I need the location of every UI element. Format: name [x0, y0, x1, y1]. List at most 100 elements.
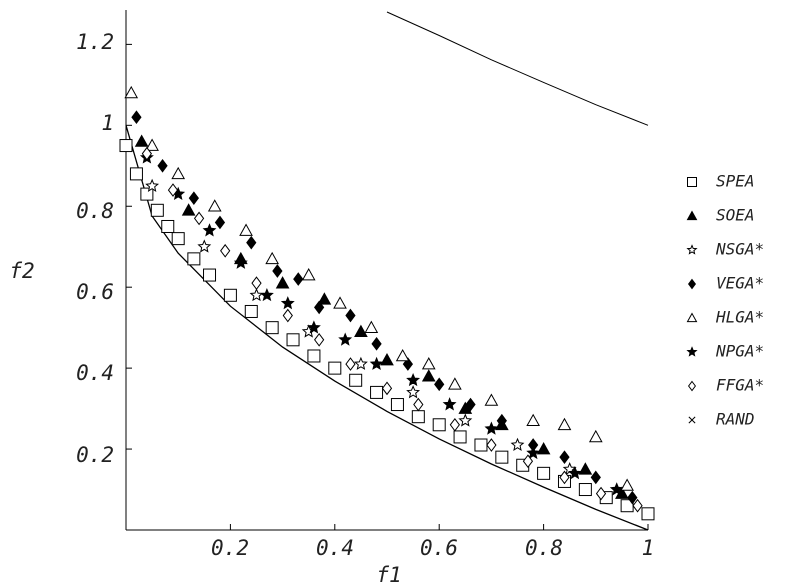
marker-vega	[157, 158, 168, 173]
marker-nsga	[249, 288, 264, 302]
marker-vega	[559, 450, 570, 464]
marker-vega	[345, 308, 356, 323]
marker-spea	[349, 373, 363, 387]
marker-npga	[233, 255, 248, 269]
x-tick-label: 0.6	[420, 536, 458, 560]
marker-hlga	[124, 85, 139, 99]
legend: SPEA SOEA NSGA* VEGA* HLGA* NPGA* FFGA* …	[686, 172, 764, 429]
marker-spea	[495, 450, 509, 464]
marker-spea	[171, 232, 185, 246]
legend-symbol-nsga	[686, 244, 698, 255]
marker-spea	[641, 507, 655, 521]
marker-spea	[150, 203, 164, 217]
marker-hlga	[448, 377, 462, 390]
marker-spea	[411, 410, 425, 424]
marker-ffga	[559, 470, 570, 485]
marker-npga	[280, 296, 295, 310]
marker-spea	[244, 304, 258, 318]
marker-spea	[390, 398, 404, 412]
marker-hlga	[364, 320, 379, 333]
marker-vega	[214, 215, 226, 230]
marker-vega	[293, 272, 304, 286]
marker-ffga	[632, 498, 643, 513]
marker-ffga	[167, 183, 179, 197]
marker-spea	[432, 418, 446, 432]
marker-ffga	[282, 308, 293, 323]
marker-vega	[371, 337, 382, 351]
marker-hlga	[171, 166, 186, 180]
marker-ffga	[381, 381, 393, 396]
plot-area	[119, 10, 655, 531]
marker-spea	[187, 252, 201, 266]
marker-vega	[496, 413, 507, 428]
marker-npga	[567, 465, 582, 480]
marker-ffga	[595, 486, 607, 501]
marker-soea	[317, 292, 332, 305]
marker-ffga	[486, 438, 497, 452]
data-markers	[119, 85, 655, 521]
marker-ffga	[449, 417, 460, 432]
marker-spea	[161, 219, 175, 233]
marker-spea	[265, 321, 279, 335]
marker-npga	[306, 320, 321, 334]
marker-nsga	[145, 178, 160, 192]
y-tick-label: 0.4	[76, 361, 114, 385]
marker-ffga	[413, 397, 424, 412]
marker-vega	[131, 110, 142, 125]
legend-symbol-soea	[686, 210, 698, 221]
cross-stroke	[688, 416, 696, 424]
marker-ffga	[220, 243, 231, 258]
x-tick-label: 1	[642, 536, 655, 560]
marker-spea	[203, 268, 217, 282]
x-tick-label: 0.2	[211, 536, 249, 560]
marker-spea	[474, 438, 488, 452]
upper-reference-curve	[386, 11, 649, 126]
marker-vega	[434, 377, 445, 392]
marker-hlga	[395, 348, 410, 362]
marker-hlga	[145, 138, 159, 151]
marker-npga	[369, 356, 384, 370]
marker-soea	[578, 462, 593, 475]
legend-symbol-spea	[687, 177, 697, 187]
marker-ffga	[522, 454, 534, 469]
marker-nsga	[510, 437, 525, 451]
marker-hlga	[207, 199, 222, 212]
marker-ffga	[345, 357, 356, 371]
marker-spea	[453, 430, 467, 444]
legend-label-ffga: FFGA*	[716, 376, 764, 395]
marker-spea	[140, 187, 154, 201]
marker-npga	[526, 445, 541, 460]
x-tick-label: 0.4	[316, 536, 354, 560]
marker-spea	[119, 139, 133, 153]
marker-hlga	[484, 393, 499, 406]
marker-soea	[275, 276, 290, 289]
marker-soea	[536, 442, 551, 455]
marker-hlga	[301, 268, 316, 281]
marker-hlga	[239, 223, 253, 236]
x-tick-label: 0.8	[525, 536, 563, 560]
legend-symbol-hlga	[686, 312, 698, 323]
marker-nsga	[353, 356, 368, 370]
marker-vega	[465, 397, 476, 412]
marker-spea	[286, 333, 300, 347]
tick-marks	[126, 43, 649, 530]
marker-spea	[328, 361, 342, 375]
y-tick-label: 0.8	[76, 199, 114, 223]
marker-vega	[627, 490, 638, 505]
legend-symbol-npga	[686, 346, 698, 357]
marker-ffga	[193, 211, 205, 226]
marker-hlga	[557, 417, 572, 431]
marker-spea	[223, 288, 237, 302]
y-tick-label: 0.2	[76, 443, 114, 467]
marker-nsga	[458, 413, 473, 427]
marker-soea	[181, 203, 196, 216]
legend-label-vega: VEGA*	[716, 274, 764, 293]
marker-npga	[406, 373, 421, 387]
marker-hlga	[265, 251, 280, 265]
marker-ffga	[141, 146, 153, 161]
x-axis-label: f1	[376, 563, 401, 587]
legend-label-rand: RAND	[716, 410, 755, 429]
marker-npga	[609, 482, 624, 496]
marker-soea	[354, 324, 368, 338]
marker-hlga	[421, 357, 436, 370]
